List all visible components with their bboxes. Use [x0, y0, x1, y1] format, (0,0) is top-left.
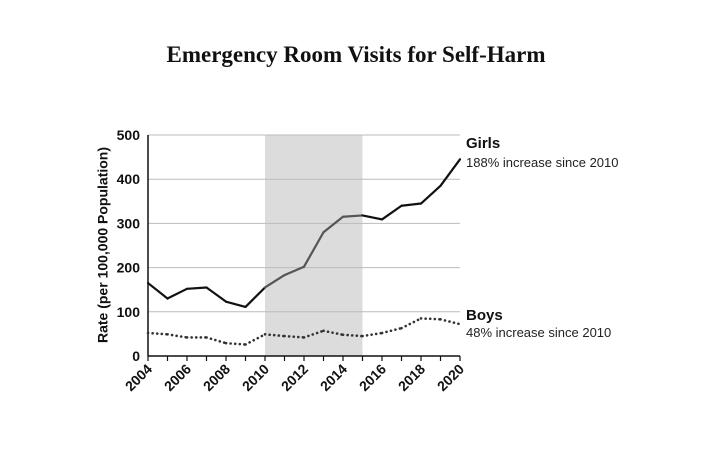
series-segment-boys [283, 334, 306, 339]
series-segment-boys [244, 333, 267, 346]
series-segment-boys [166, 333, 189, 339]
x-tick-label: 2016 [356, 361, 389, 394]
series-segment-girls [380, 204, 403, 221]
series-segment-girls [419, 184, 442, 205]
y-tick-label: 500 [117, 127, 141, 143]
series-segment-boys [341, 333, 364, 338]
series-segment-boys [205, 336, 228, 345]
series-segment-girls [322, 215, 345, 234]
x-tick-label: 2004 [122, 361, 155, 394]
x-tick-label: 2008 [200, 361, 233, 394]
series-segment-girls [283, 265, 306, 277]
series-segment-boys [146, 331, 169, 336]
x-tick-label: 2006 [161, 361, 194, 394]
x-tick-label: 2018 [395, 361, 428, 394]
series-segment-boys [419, 317, 442, 321]
series-segment-girls [400, 202, 423, 207]
series-segment-boys [400, 317, 423, 330]
series-segment-girls [361, 214, 384, 221]
y-tick-label: 100 [117, 304, 141, 320]
x-tick-label: 2010 [239, 361, 272, 394]
x-tick-label: 2012 [278, 361, 311, 394]
series-segment-girls [224, 300, 247, 309]
x-tick-label: 2014 [317, 361, 350, 394]
series-annotation-girls: 188% increase since 2010 [466, 155, 619, 170]
series-segment-girls [302, 231, 325, 268]
series-segment-boys [224, 341, 247, 346]
series-label-girls: Girls [466, 135, 500, 152]
highlight-band-layer [265, 135, 363, 356]
series-segment-boys [302, 329, 325, 339]
series-segment-boys [439, 318, 462, 326]
y-axis-label: Rate (per 100,000 Population) [95, 147, 111, 343]
y-tick-label: 300 [117, 215, 141, 231]
highlight-band [265, 135, 363, 356]
chart-title: Emergency Room Visits for Self-Harm [166, 42, 546, 67]
series-segment-girls [146, 281, 169, 300]
series-segment-girls [166, 287, 189, 300]
series-segment-girls [244, 286, 267, 309]
series-segment-girls [205, 286, 228, 303]
series-segment-boys [380, 326, 403, 335]
y-tick-label: 200 [117, 260, 141, 276]
series-annotation-boys: 48% increase since 2010 [466, 325, 611, 340]
x-tick-label: 2020 [434, 361, 467, 394]
series-lines [146, 158, 462, 346]
series-segment-girls [439, 158, 462, 187]
series-segment-boys [322, 329, 345, 337]
series-segment-girls [263, 274, 286, 289]
series-segment-boys [263, 333, 286, 338]
series-segment-girls [341, 214, 364, 218]
series-label-boys: Boys [466, 307, 503, 324]
y-tick-label: 0 [132, 348, 140, 364]
series-segment-boys [361, 331, 384, 338]
axes [147, 135, 461, 361]
y-tick-label: 400 [117, 171, 141, 187]
series-segment-girls [185, 286, 208, 290]
